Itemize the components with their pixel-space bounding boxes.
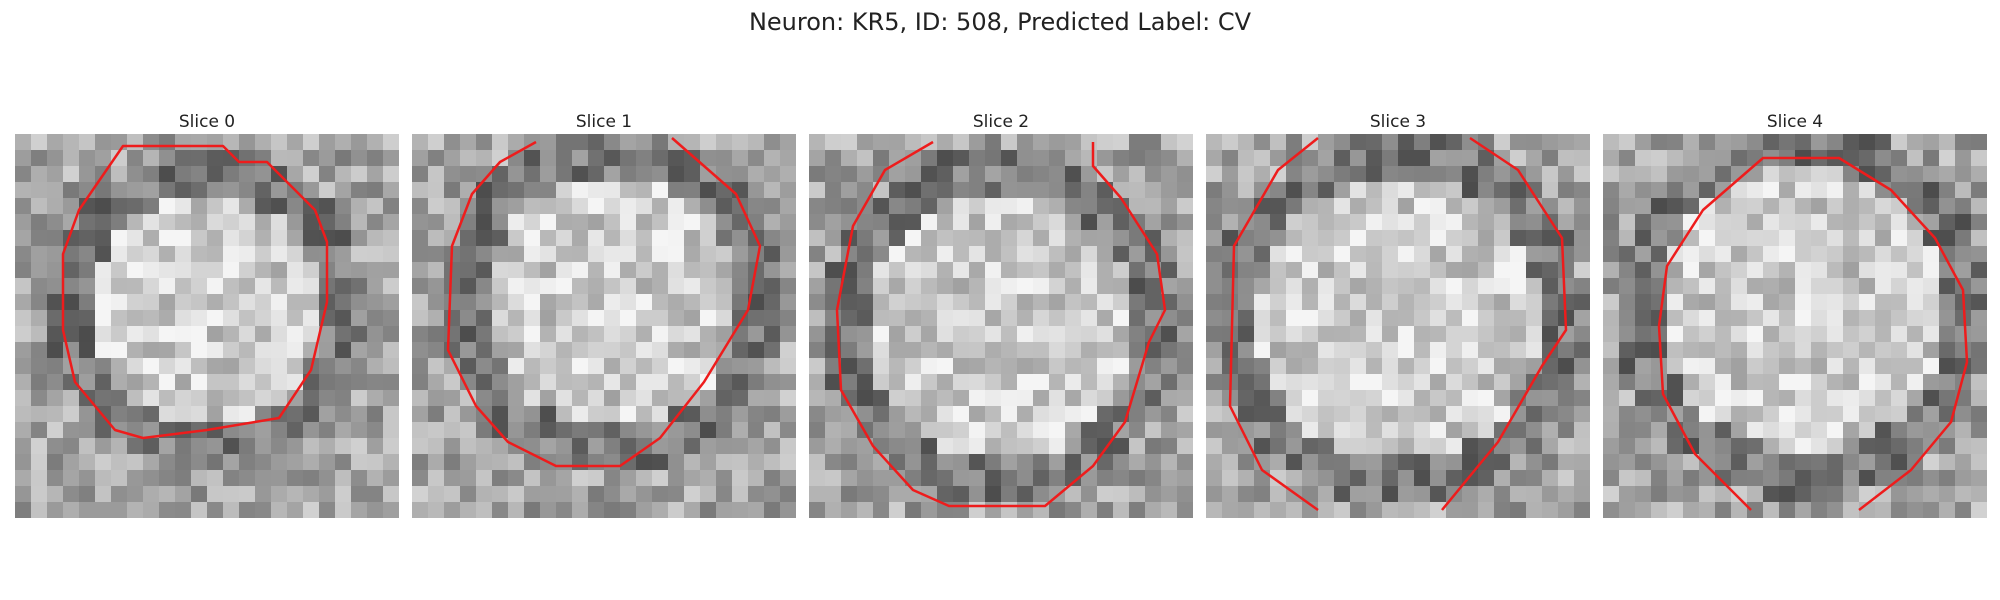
- slice-panel-1: Slice 1: [412, 110, 796, 518]
- slice-title: Slice 1: [575, 112, 633, 132]
- pixel-grid: [15, 134, 399, 518]
- pixel-grid: [1206, 134, 1590, 518]
- segmentation-contour: [1657, 156, 1969, 511]
- slice-image-3: [1206, 134, 1590, 518]
- slice-panel-0: Slice 0: [15, 110, 399, 518]
- slice-image-0: [15, 134, 399, 518]
- slice-panel-3: Slice 3: [1206, 110, 1590, 518]
- slice-title: Slice 0: [178, 112, 236, 132]
- segmentation-contour: [1228, 136, 1568, 512]
- pixel-grid: [1603, 134, 1987, 518]
- slice-panel-2: Slice 2: [809, 110, 1193, 518]
- pixel-grid: [809, 134, 1193, 518]
- pixel-grid: [412, 134, 796, 518]
- segmentation-contour: [61, 144, 329, 440]
- slice-image-2: [809, 134, 1193, 518]
- slice-title: Slice 3: [1369, 112, 1427, 132]
- slice-title: Slice 4: [1766, 112, 1824, 132]
- slice-panel-4: Slice 4: [1603, 110, 1987, 518]
- slice-image-1: [412, 134, 796, 518]
- segmentation-contour: [446, 137, 762, 468]
- slice-title: Slice 2: [972, 112, 1030, 132]
- figure-title: Neuron: KR5, ID: 508, Predicted Label: C…: [748, 8, 1252, 36]
- slice-image-4: [1603, 134, 1987, 518]
- segmentation-contour: [835, 140, 1167, 508]
